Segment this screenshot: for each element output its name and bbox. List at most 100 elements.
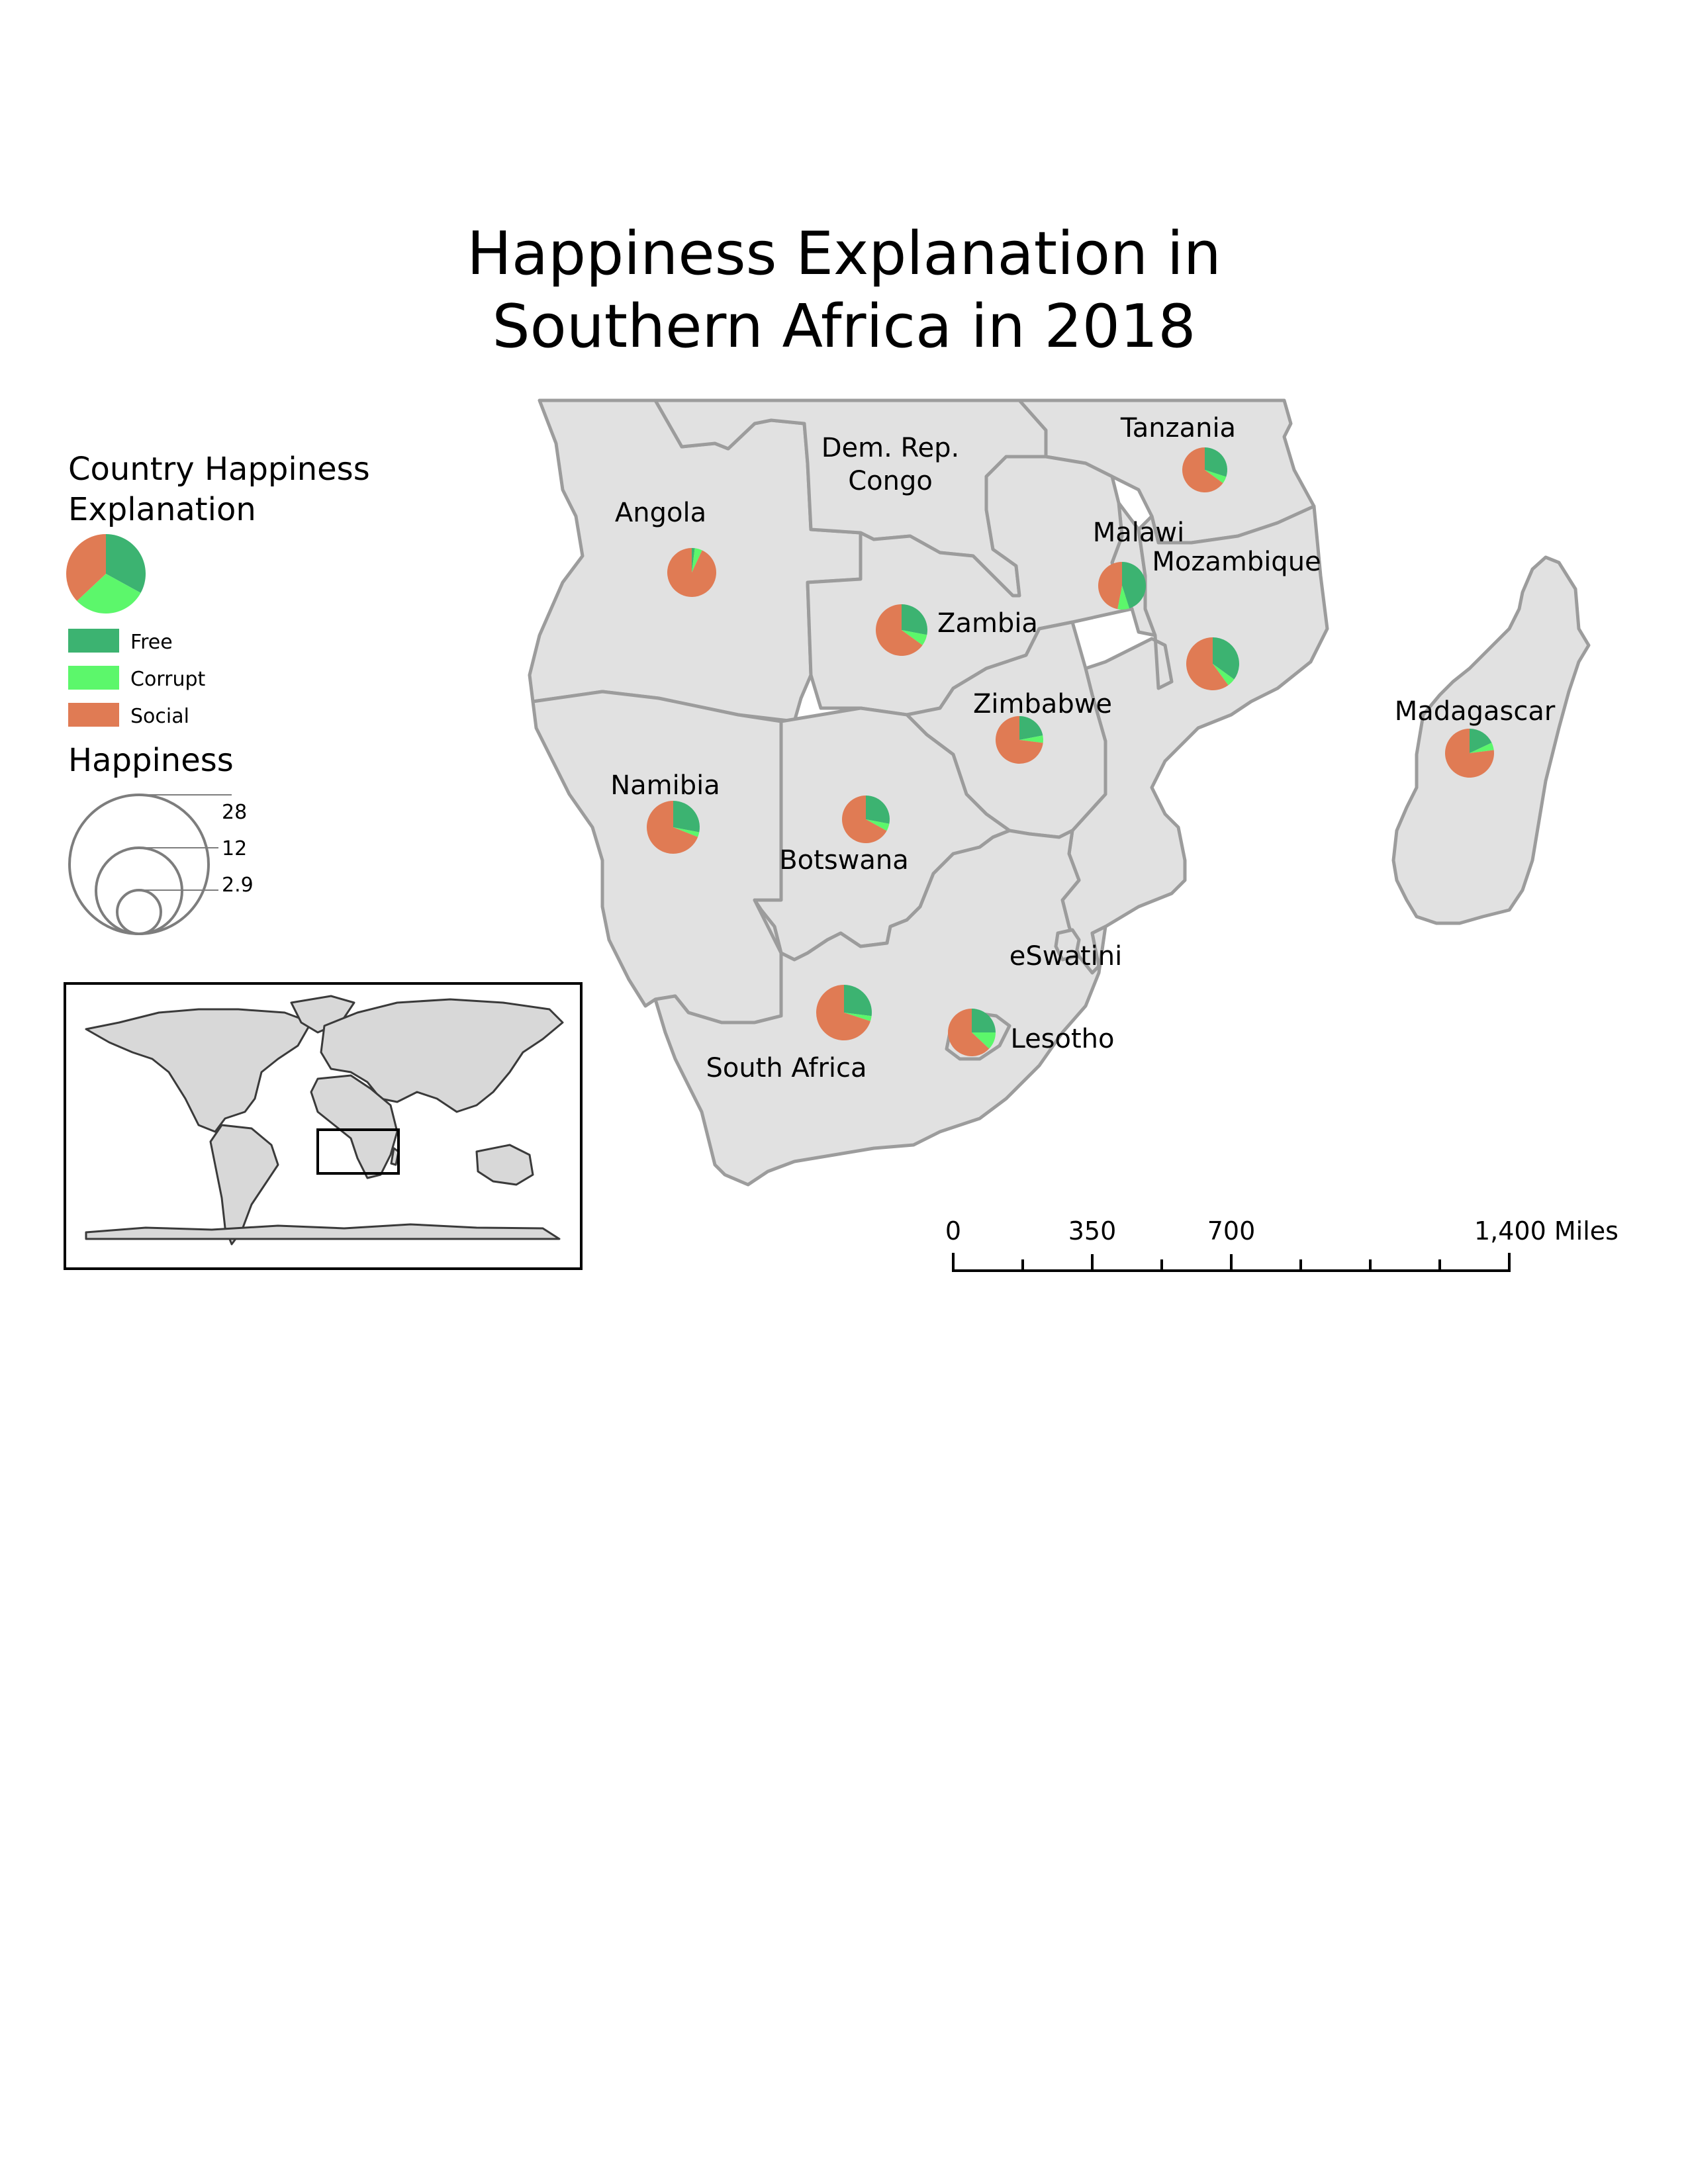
pie-mozambique-slice-social: [1186, 637, 1229, 691]
pie-namibia-slice-corrupt: [673, 827, 700, 837]
pie-south-africa-slice-free: [844, 985, 872, 1017]
legend-swatch-corrupt: [68, 666, 119, 690]
pie-botswana[interactable]: [842, 796, 890, 844]
pie-mozambique[interactable]: [1186, 637, 1240, 691]
legend-sample-pie: [66, 534, 146, 614]
pie-tanzania-slice-social: [1182, 447, 1223, 492]
label-malawi: Malawi: [1093, 518, 1184, 548]
legend-swatch-free: [68, 629, 119, 653]
pie-south-africa-slice-corrupt: [844, 1013, 872, 1021]
pie-madagascar[interactable]: [1445, 729, 1494, 778]
label-dr-congo-1: Dem. Rep.: [821, 433, 960, 463]
pie-madagascar-slice-free: [1470, 729, 1492, 753]
pie-angola-slice-free: [692, 548, 695, 572]
legend-size-12: 12: [222, 837, 247, 860]
pie-malawi-slice-corrupt: [1117, 586, 1130, 610]
pie-mozambique-slice-free: [1213, 637, 1240, 680]
legend-size-heading: Happiness: [68, 742, 234, 779]
pie-botswana-slice-social: [842, 796, 887, 844]
pie-zimbabwe-slice-corrupt: [1019, 735, 1043, 743]
pie-angola-slice-social: [667, 548, 716, 598]
inset-australia: [475, 1144, 534, 1186]
legend-size-28: 28: [222, 801, 247, 824]
label-mozambique: Mozambique: [1152, 547, 1321, 577]
pie-malawi-slice-social: [1098, 562, 1122, 610]
country-madagascar[interactable]: [1391, 555, 1591, 925]
scale-bar-line: [952, 1253, 1511, 1272]
legend-size-2-9: 2.9: [222, 874, 254, 897]
pie-zambia-slice-corrupt: [902, 630, 927, 645]
country-eswatini[interactable]: [1054, 928, 1081, 962]
scale-label-700: 700: [1207, 1216, 1256, 1246]
pie-tanzania-slice-corrupt: [1205, 470, 1227, 483]
inset-africa: [310, 1074, 399, 1179]
inset-north-america: [85, 1008, 312, 1133]
country-namibia[interactable]: [531, 690, 783, 1024]
scale-label-0: 0: [945, 1216, 961, 1246]
label-namibia: Namibia: [610, 770, 720, 801]
label-tanzania: Tanzania: [1120, 413, 1236, 443]
scale-label-1400: 1,400 Miles: [1474, 1216, 1618, 1246]
inset-world-map: [64, 982, 583, 1270]
pie-lesotho[interactable]: [948, 1009, 996, 1056]
pie-lesotho-slice-corrupt: [972, 1032, 996, 1049]
map-title-line1: Happiness Explanation in: [467, 219, 1221, 289]
pie-angola[interactable]: [667, 548, 716, 598]
inset-extent-box: [316, 1128, 400, 1175]
pie-lesotho-slice-social: [948, 1009, 990, 1056]
legend-size-circles: [68, 794, 232, 935]
legend: Country Happiness Explanation Free Corru…: [66, 451, 370, 935]
pie-zambia-slice-free: [902, 604, 927, 635]
label-lesotho: Lesotho: [1010, 1024, 1114, 1054]
pie-zimbabwe[interactable]: [996, 716, 1043, 764]
label-zambia: Zambia: [937, 608, 1038, 639]
legend-label-free: Free: [130, 631, 173, 654]
pie-madagascar-slice-corrupt: [1470, 743, 1494, 753]
legend-label-corrupt: Corrupt: [130, 668, 205, 691]
size-circle-28: [68, 794, 210, 935]
map-title-line2: Southern Africa in 2018: [492, 292, 1196, 361]
country-south-africa[interactable]: [653, 829, 1107, 1187]
pie-south-africa-slice-social: [816, 985, 870, 1041]
pie-namibia-slice-social: [646, 801, 698, 854]
label-zimbabwe: Zimbabwe: [973, 689, 1112, 719]
pie-botswana-slice-free: [866, 796, 890, 824]
pie-mozambique-slice-corrupt: [1213, 664, 1235, 686]
pie-zimbabwe-slice-social: [996, 716, 1043, 764]
pie-namibia[interactable]: [646, 801, 700, 854]
pie-angola-slice-corrupt: [692, 548, 702, 572]
legend-heading-line1: Country Happiness: [68, 451, 370, 488]
pie-botswana-slice-corrupt: [866, 819, 890, 831]
label-south-africa: South Africa: [706, 1053, 867, 1083]
label-botswana: Botswana: [779, 845, 909, 876]
pie-zambia-slice-social: [876, 604, 923, 657]
pie-zimbabwe-slice-free: [1019, 716, 1043, 740]
label-angola: Angola: [615, 498, 706, 528]
country-labels: Dem. Rep. Congo Angola Tanzania Malawi M…: [610, 413, 1556, 1083]
scale-bar: 0 350 700 1,400 Miles: [945, 1216, 1618, 1272]
legend-pie-slice-free: [106, 534, 146, 593]
label-eswatini: eSwatini: [1009, 941, 1123, 972]
legend-heading-line2: Explanation: [68, 491, 256, 528]
legend-label-social: Social: [130, 705, 189, 728]
pie-tanzania-slice-free: [1205, 447, 1227, 477]
legend-pie-slice-social: [66, 534, 106, 602]
label-dr-congo-2: Congo: [848, 466, 933, 496]
legend-swatch-social: [68, 703, 119, 727]
pie-tanzania[interactable]: [1182, 447, 1227, 492]
pie-malawi-slice-free: [1122, 562, 1146, 609]
legend-pie-slice-corrupt: [77, 574, 141, 614]
pie-south-africa[interactable]: [816, 985, 872, 1041]
inset-madagascar: [390, 1147, 400, 1166]
pie-madagascar-slice-social: [1445, 729, 1494, 778]
pie-malawi[interactable]: [1098, 562, 1146, 610]
pie-zambia[interactable]: [876, 604, 927, 657]
scale-label-350: 350: [1068, 1216, 1117, 1246]
label-madagascar: Madagascar: [1395, 696, 1556, 727]
size-circle-2-9: [116, 889, 162, 935]
inset-eurasia: [320, 998, 564, 1113]
pie-namibia-slice-free: [673, 801, 700, 833]
inset-antarctica: [85, 1223, 561, 1240]
pie-lesotho-slice-free: [972, 1009, 996, 1032]
